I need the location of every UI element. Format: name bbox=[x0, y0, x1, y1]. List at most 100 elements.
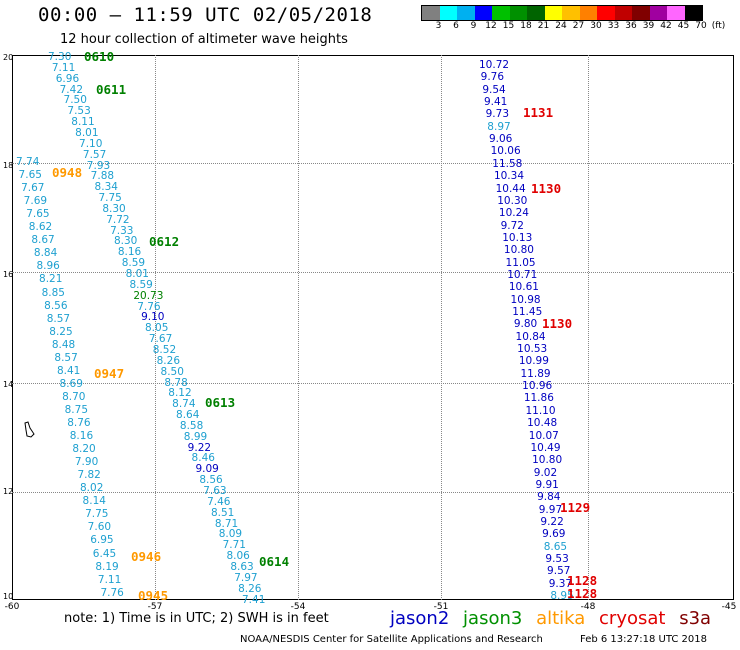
lon-label-54: -54 bbox=[290, 602, 306, 612]
pass-label-0612: 0612 bbox=[149, 234, 180, 249]
colorbar-swatch bbox=[544, 6, 562, 20]
lat-label-14: 14 bbox=[3, 380, 14, 389]
colorbar-tick-label: 36 bbox=[625, 21, 637, 31]
track-c-value: 11.10 bbox=[525, 404, 556, 417]
track-c-value: 8.95 bbox=[550, 590, 574, 603]
track-a-value: 7.76 bbox=[137, 300, 161, 313]
colorbar-swatch bbox=[457, 6, 475, 20]
pass-label-0610: 0610 bbox=[84, 49, 115, 64]
track-c-value: 11.58 bbox=[492, 157, 523, 170]
colorbar-tick-label: 30 bbox=[590, 21, 602, 31]
colorbar-tick-label: 12 bbox=[485, 21, 497, 31]
track-a-value: 7.46 bbox=[207, 495, 231, 508]
colorbar-tick-label: (ft) bbox=[711, 21, 726, 31]
track-b-value: 8.76 bbox=[67, 417, 91, 429]
track-c-value: 9.80 bbox=[513, 318, 538, 331]
track-a-value: 7.71 bbox=[222, 539, 246, 552]
track-c-value: 10.30 bbox=[497, 194, 528, 207]
credit-line: NOAA/NESDIS Center for Satellite Applica… bbox=[240, 634, 543, 645]
pass-label-1128-upper: 1128 bbox=[567, 573, 598, 588]
colorbar-tick-label: 15 bbox=[502, 21, 515, 31]
longitude-gridline bbox=[155, 55, 156, 600]
track-a-value: 7.41 bbox=[242, 593, 266, 606]
track-b-value: 7.65 bbox=[18, 169, 42, 182]
track-c-value: 10.96 bbox=[522, 380, 553, 393]
track-a-value: 7.11 bbox=[51, 61, 76, 74]
track-a-value: 8.64 bbox=[176, 409, 200, 422]
track-c-value: 11.89 bbox=[520, 367, 551, 380]
colorbar-tick-label: 39 bbox=[642, 21, 655, 31]
track-b-value: 7.76 bbox=[100, 586, 124, 599]
track-c-value: 9.54 bbox=[482, 83, 506, 96]
lon-label-48: -48 bbox=[580, 602, 596, 612]
track-b-value: 7.67 bbox=[21, 182, 45, 195]
latitude-gridline bbox=[12, 492, 734, 493]
track-c-value: 10.71 bbox=[507, 268, 538, 281]
track-b-value: 8.41 bbox=[56, 364, 81, 377]
track-a-value: 8.99 bbox=[183, 430, 208, 443]
track-a-value: 8.06 bbox=[226, 550, 250, 563]
pass-label-0947: 0947 bbox=[94, 366, 125, 381]
legend-jason2: jason2 bbox=[390, 608, 450, 629]
colorbar-tick-label: 24 bbox=[555, 21, 567, 31]
track-a-value: 8.56 bbox=[199, 474, 223, 487]
lat-label-18: 18 bbox=[3, 161, 14, 170]
legend-altika: altika bbox=[536, 608, 586, 629]
colorbar-tick-label: 6 bbox=[453, 21, 459, 31]
satellite-legend: jason2 jason3 altika cryosat s3a bbox=[390, 608, 719, 629]
colorbar-swatch bbox=[597, 6, 615, 20]
track-c-value: 10.06 bbox=[490, 145, 521, 158]
colorbar-swatch bbox=[422, 6, 440, 20]
track-a-value: 9.09 bbox=[195, 463, 219, 476]
track-c-value: 8.65 bbox=[543, 540, 568, 553]
colorbar bbox=[421, 5, 703, 21]
track-a-value: 7.97 bbox=[234, 571, 258, 584]
track-b-value: 7.65 bbox=[26, 208, 50, 221]
track-c-value: 9.37 bbox=[548, 577, 573, 590]
track-c-value: 9.72 bbox=[500, 219, 524, 232]
colorbar-swatch bbox=[509, 6, 527, 20]
lon-label-51: -51 bbox=[433, 602, 449, 612]
lat-label-12: 12 bbox=[3, 487, 14, 496]
track-c-value: 9.53 bbox=[545, 553, 569, 565]
track-c-value: 10.99 bbox=[518, 355, 549, 368]
track-c-value: 9.73 bbox=[485, 108, 510, 121]
track-b-value: 7.82 bbox=[77, 469, 101, 482]
pass-label-0613: 0613 bbox=[205, 395, 236, 410]
lon-label-45: -45 bbox=[721, 602, 737, 612]
latitude-gridline bbox=[12, 272, 734, 273]
track-c-value: 10.80 bbox=[532, 454, 563, 467]
colorbar-swatch bbox=[614, 6, 632, 20]
colorbar-swatch bbox=[579, 6, 597, 20]
track-c-value: 10.98 bbox=[510, 293, 541, 306]
track-c-value: 9.57 bbox=[547, 565, 571, 578]
track-a-value: 8.71 bbox=[214, 517, 239, 530]
track-a-value: 7.63 bbox=[203, 485, 227, 497]
colorbar-swatch bbox=[667, 6, 685, 20]
track-b-value: 7.90 bbox=[74, 456, 99, 469]
track-a-value: 8.16 bbox=[117, 246, 142, 259]
track-a-value: 8.05 bbox=[145, 322, 169, 335]
track-b-value: 8.16 bbox=[69, 430, 94, 443]
track-b-value: 8.02 bbox=[80, 482, 104, 495]
latitude-gridline bbox=[12, 163, 734, 164]
track-c-value: 10.24 bbox=[498, 207, 529, 220]
track-c-value: 11.05 bbox=[505, 256, 536, 269]
track-c-value: 9.02 bbox=[533, 466, 558, 479]
units-note: note: 1) Time is in UTC; 2) SWH is in fe… bbox=[64, 611, 329, 626]
track-c-value: 10.48 bbox=[527, 417, 558, 430]
track-b-value: 8.21 bbox=[39, 273, 63, 286]
colorbar-swatch bbox=[527, 6, 545, 20]
track-c-value: 10.72 bbox=[479, 59, 510, 71]
island-outline bbox=[24, 421, 35, 438]
track-a-value: 8.74 bbox=[172, 398, 196, 411]
colorbar-tick-label: 9 bbox=[470, 21, 477, 31]
track-b-value: 8.75 bbox=[64, 403, 89, 416]
track-a-value: 8.59 bbox=[121, 257, 146, 270]
track-a-value: 20.73 bbox=[133, 289, 164, 302]
track-b-value: 8.25 bbox=[49, 325, 73, 338]
colorbar-swatch bbox=[684, 6, 702, 20]
track-a-value: 8.30 bbox=[102, 202, 126, 215]
track-a-value: 8.12 bbox=[168, 387, 192, 400]
track-a-value: 7.50 bbox=[63, 94, 87, 107]
